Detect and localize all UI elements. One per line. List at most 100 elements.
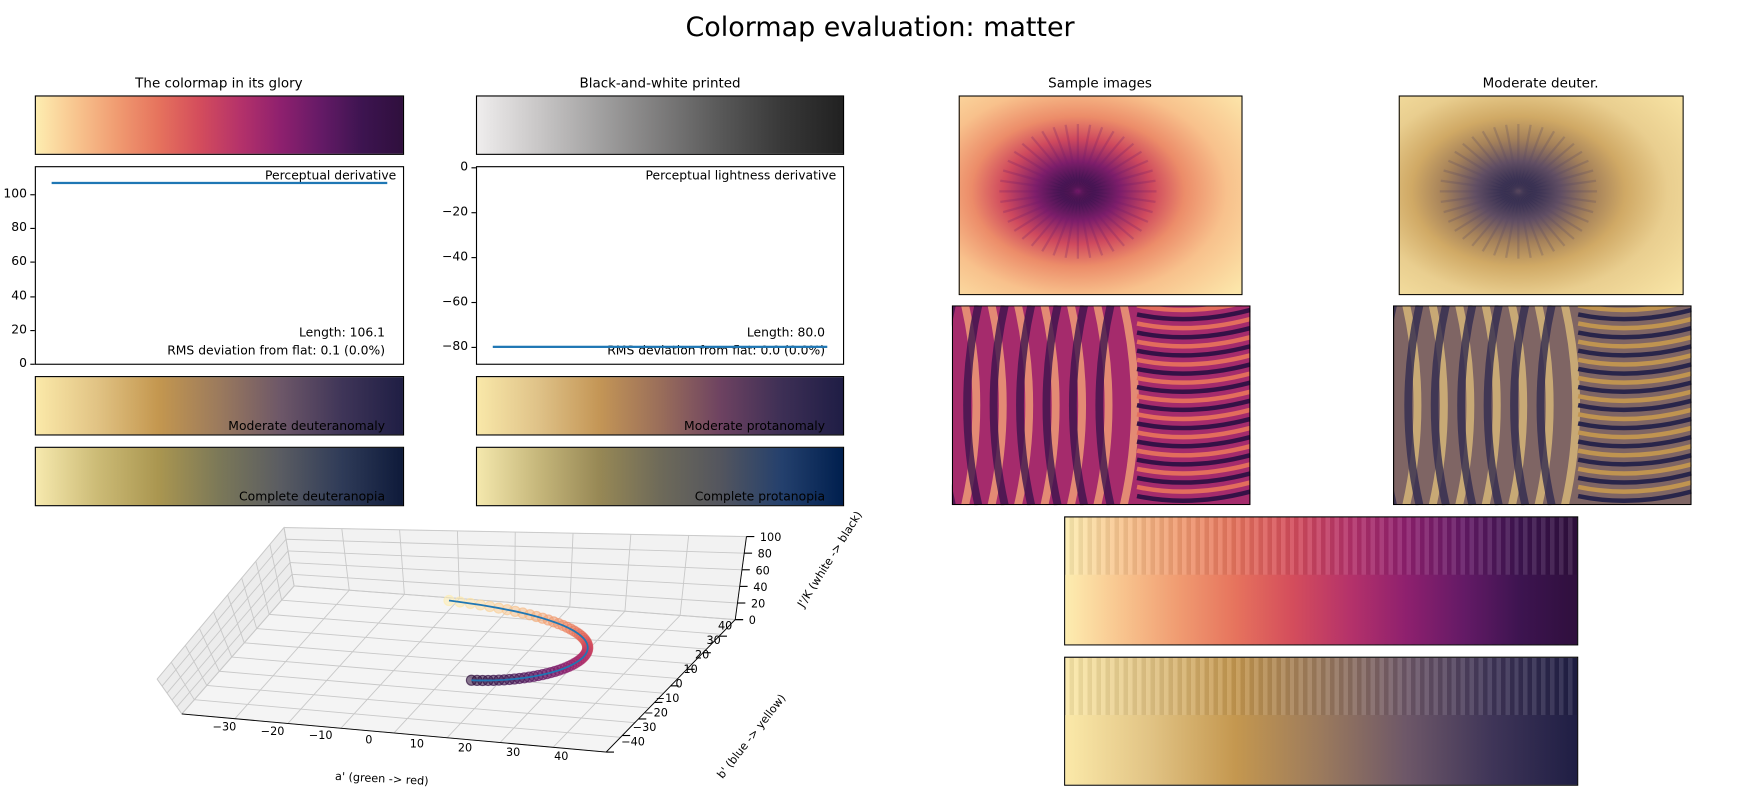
x-tick-label: 0: [365, 733, 372, 746]
texture-streak: [1077, 136, 1125, 193]
texture-streak: [1077, 190, 1156, 203]
grid-line: [161, 538, 287, 687]
wave-band: [1136, 443, 1251, 458]
wave-band: [1136, 307, 1251, 322]
texture-streak: [1002, 190, 1079, 214]
y-tick-label: −10: [656, 692, 680, 705]
grid-line: [294, 585, 736, 621]
grid-line: [256, 628, 693, 665]
wave-band: [1577, 305, 1683, 313]
y-tick-label: 0: [676, 678, 683, 691]
texture-streak: [1041, 130, 1079, 192]
grayscale-bar: [475, 95, 845, 155]
texture-streak: [1052, 126, 1079, 192]
grid-line: [219, 670, 650, 709]
wave-band: [1577, 325, 1692, 340]
texture-streak: [1076, 130, 1115, 192]
deuter-title: Moderate deuter.: [1482, 75, 1599, 91]
y-tick-label: 20: [695, 649, 709, 662]
grid-line: [341, 528, 350, 591]
wave-band: [1577, 316, 1692, 331]
plot-title: Perceptual derivative: [265, 168, 397, 183]
x-tick-label: −30: [213, 721, 237, 734]
y-tick-mark: [30, 329, 35, 331]
grid-line: [213, 611, 233, 658]
derivative-line: [492, 345, 828, 348]
texture-streak: [1517, 159, 1589, 193]
texture-streak: [1518, 169, 1594, 193]
texture-streak: [1454, 190, 1519, 232]
wave-band: [1577, 480, 1692, 494]
perceptual-derivative-plot: Perceptual derivative Length: 106.1 RMS …: [3, 166, 405, 370]
wave-band: [1577, 407, 1692, 422]
texture-streak: [1007, 190, 1079, 223]
texture-streak: [1041, 190, 1079, 252]
wave-band: [1136, 480, 1251, 494]
grid-line: [679, 535, 690, 616]
y-tick-label: −30: [633, 721, 657, 734]
grid-line: [456, 530, 460, 599]
grid-line: [171, 562, 291, 701]
z-tick-label: 40: [753, 581, 767, 594]
y-tick-mark: [30, 228, 35, 230]
wave-band: [1577, 453, 1692, 467]
wave-band: [1536, 305, 1556, 506]
wave-band: [963, 305, 983, 506]
grid-line: [176, 573, 293, 708]
wave-band: [1561, 305, 1581, 506]
x-tick-label: 40: [554, 750, 568, 763]
sample-image-waves-deuter: [1393, 305, 1692, 506]
grid-line: [283, 527, 747, 538]
wave-band: [1069, 305, 1088, 506]
wave-band: [1136, 489, 1251, 503]
wave-band: [1136, 305, 1242, 313]
bar-label: Complete deuteranopia: [239, 489, 386, 505]
texture-streak: [1471, 136, 1520, 193]
grid-line: [255, 561, 270, 615]
bar-label: Moderate protanomaly: [684, 418, 826, 434]
texture-streak: [1077, 190, 1125, 247]
texture-streak: [1440, 179, 1519, 193]
grid-line: [234, 589, 350, 719]
sine-test-lower-band: [1065, 714, 1578, 785]
wave-band: [1577, 425, 1692, 440]
grid-line: [624, 534, 632, 612]
bar-label: Complete protanopia: [694, 489, 826, 505]
texture-streak: [1443, 169, 1519, 193]
wave-band: [1136, 407, 1251, 422]
y-tick-mark: [471, 212, 476, 214]
wave-band: [1577, 371, 1692, 385]
wave-band: [989, 305, 1009, 506]
y-tick-mark: [30, 363, 35, 365]
bw-title: Black-and-white printed: [579, 75, 741, 91]
wave-band: [1136, 434, 1251, 449]
wave-band: [1404, 305, 1424, 506]
glory-title: The colormap in its glory: [135, 75, 303, 91]
texture-streak: [1064, 124, 1079, 192]
grid-line: [514, 532, 516, 603]
texture-streak: [1517, 190, 1583, 232]
texture-streak: [1493, 126, 1520, 192]
grid-line: [199, 628, 220, 672]
texture-streak: [1077, 150, 1143, 193]
z-tick-label: 60: [755, 564, 769, 577]
wave-band: [1095, 305, 1115, 506]
grid-line: [184, 645, 208, 686]
wave-band: [1577, 389, 1692, 404]
grid-line: [283, 527, 295, 587]
y-axis-label: b' (blue -> yellow): [715, 692, 789, 781]
frame: [958, 95, 1243, 296]
texture-streak: [1013, 190, 1079, 232]
y-tick-label: 80: [11, 220, 27, 235]
texture-streak: [1076, 190, 1115, 252]
texture-streak: [1447, 159, 1519, 193]
texture-streak: [1462, 190, 1520, 240]
image-fill: [958, 95, 1243, 296]
wave-band: [1136, 453, 1251, 467]
wave-band: [1577, 307, 1692, 322]
y-tick-label: 0: [19, 355, 27, 371]
texture-streak: [1077, 190, 1149, 223]
wave-band: [1577, 362, 1692, 376]
wave-band: [1577, 334, 1692, 349]
